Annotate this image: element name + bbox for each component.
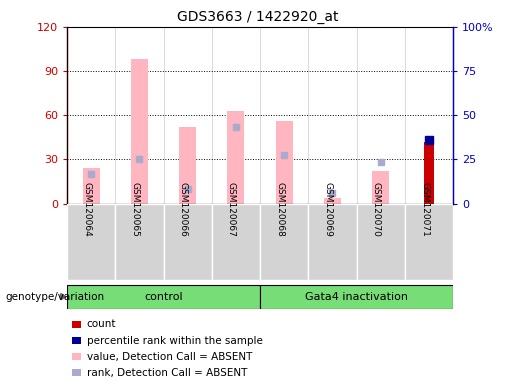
Text: percentile rank within the sample: percentile rank within the sample xyxy=(87,336,263,346)
Text: rank, Detection Call = ABSENT: rank, Detection Call = ABSENT xyxy=(87,368,247,378)
Bar xyxy=(276,121,293,204)
Bar xyxy=(424,142,434,204)
FancyBboxPatch shape xyxy=(405,204,453,280)
FancyBboxPatch shape xyxy=(356,204,405,280)
FancyBboxPatch shape xyxy=(115,204,163,280)
Bar xyxy=(372,171,389,204)
Bar xyxy=(324,198,341,204)
Bar xyxy=(228,111,245,204)
FancyBboxPatch shape xyxy=(67,204,115,280)
Text: GSM120065: GSM120065 xyxy=(130,182,140,237)
Text: genotype/variation: genotype/variation xyxy=(5,291,104,302)
FancyBboxPatch shape xyxy=(308,204,356,280)
Bar xyxy=(131,59,148,204)
Bar xyxy=(82,168,99,204)
Text: Gata4 inactivation: Gata4 inactivation xyxy=(305,291,408,302)
FancyBboxPatch shape xyxy=(212,204,260,280)
Text: GSM120067: GSM120067 xyxy=(227,182,236,237)
Text: GSM120066: GSM120066 xyxy=(179,182,187,237)
FancyBboxPatch shape xyxy=(260,285,453,309)
Text: GSM120068: GSM120068 xyxy=(275,182,284,237)
Bar xyxy=(179,127,196,204)
FancyBboxPatch shape xyxy=(260,204,308,280)
Text: GSM120071: GSM120071 xyxy=(420,182,429,237)
Text: count: count xyxy=(87,319,116,329)
FancyBboxPatch shape xyxy=(163,204,212,280)
Text: control: control xyxy=(144,291,183,302)
Text: GSM120064: GSM120064 xyxy=(82,182,91,237)
Text: GSM120070: GSM120070 xyxy=(372,182,381,237)
Text: GSM120069: GSM120069 xyxy=(323,182,333,237)
Text: GDS3663 / 1422920_at: GDS3663 / 1422920_at xyxy=(177,10,338,23)
FancyBboxPatch shape xyxy=(67,285,260,309)
Text: value, Detection Call = ABSENT: value, Detection Call = ABSENT xyxy=(87,352,252,362)
